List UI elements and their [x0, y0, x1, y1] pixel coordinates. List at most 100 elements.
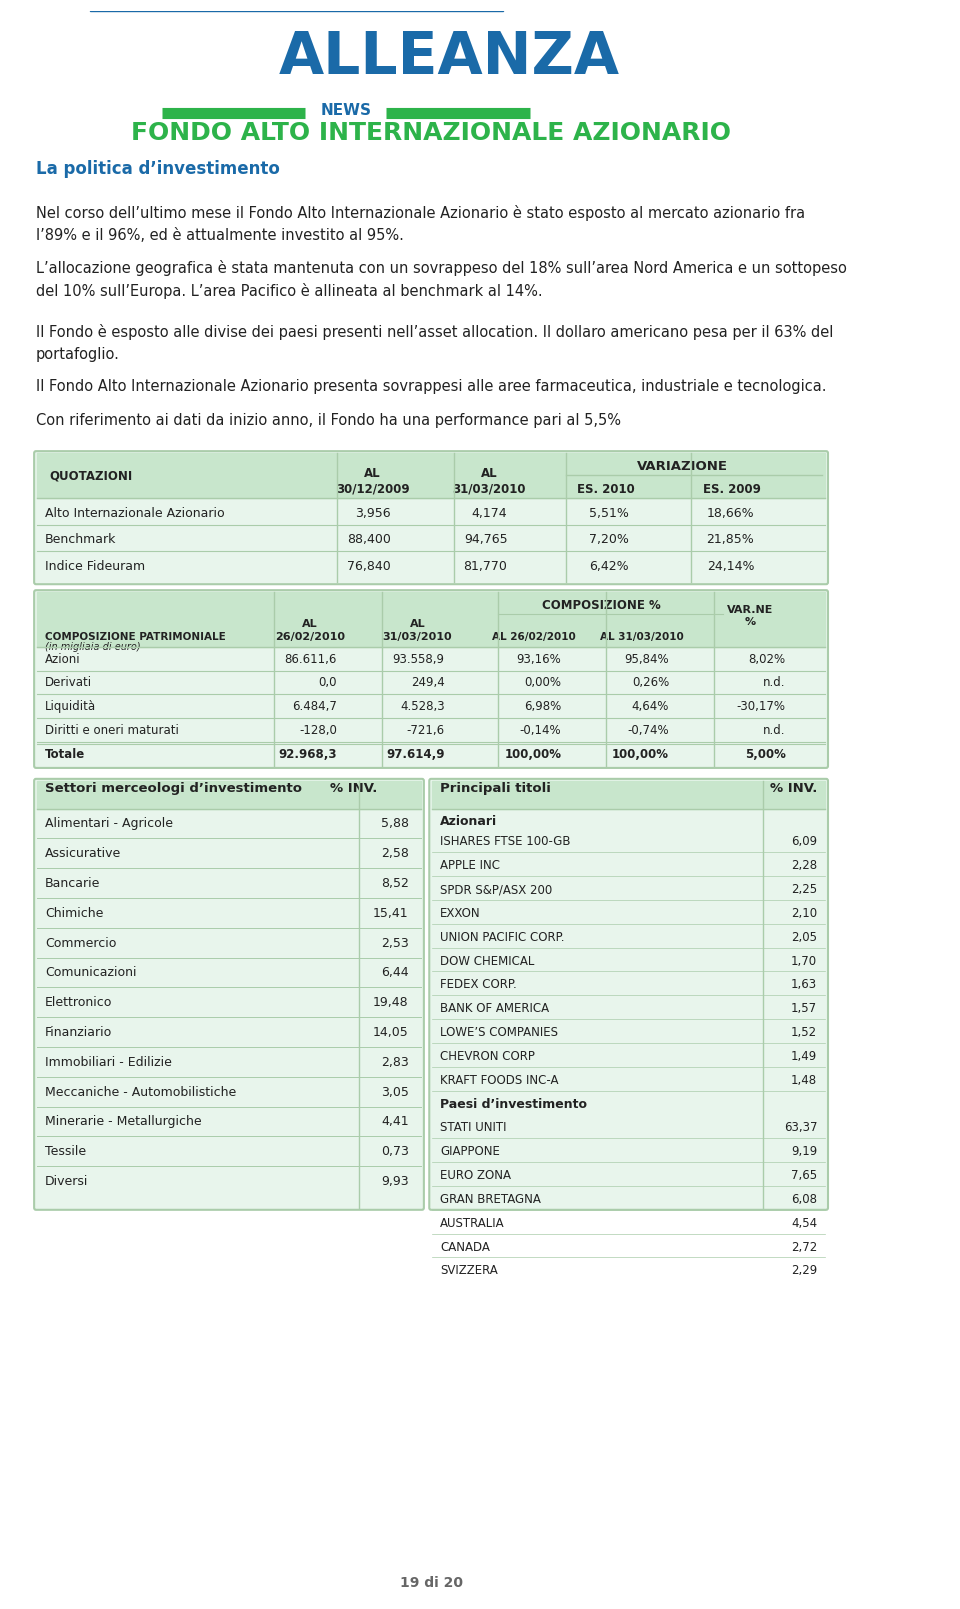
Text: 3,05: 3,05	[381, 1086, 409, 1099]
Text: 0,26%: 0,26%	[632, 676, 669, 690]
Text: FEDEX CORP.: FEDEX CORP.	[440, 978, 516, 991]
Text: AL
30/12/2009: AL 30/12/2009	[336, 467, 410, 496]
Text: Derivati: Derivati	[45, 676, 92, 690]
Text: Elettronico: Elettronico	[45, 996, 112, 1009]
Text: Tessile: Tessile	[45, 1146, 86, 1158]
Text: UNION PACIFIC CORP.: UNION PACIFIC CORP.	[440, 930, 564, 944]
Text: Diritti e oneri maturati: Diritti e oneri maturati	[45, 724, 179, 737]
Text: Meccaniche - Automobilistiche: Meccaniche - Automobilistiche	[45, 1086, 236, 1099]
Text: L’allocazione geografica è stata mantenuta con un sovrappeso del 18% sull’area N: L’allocazione geografica è stata mantenu…	[36, 259, 847, 299]
Text: Bancarie: Bancarie	[45, 877, 100, 890]
Text: ES. 2010: ES. 2010	[577, 483, 636, 496]
Text: Minerarie - Metallurgiche: Minerarie - Metallurgiche	[45, 1115, 202, 1128]
Text: Settori merceologi d’investimento: Settori merceologi d’investimento	[45, 782, 301, 795]
Text: La politica d’investimento: La politica d’investimento	[36, 159, 279, 179]
Text: 3,956: 3,956	[355, 507, 391, 520]
Text: 7,20%: 7,20%	[588, 534, 629, 547]
Text: 2,25: 2,25	[791, 883, 817, 896]
Text: 9,93: 9,93	[381, 1175, 409, 1187]
Text: 81,770: 81,770	[464, 560, 508, 573]
Text: 100,00%: 100,00%	[504, 748, 562, 761]
Text: 4,41: 4,41	[381, 1115, 409, 1128]
Text: FONDI: FONDI	[94, 16, 352, 85]
Text: 93,16%: 93,16%	[516, 653, 562, 666]
Text: 24,14%: 24,14%	[707, 560, 755, 573]
Text: 4,64%: 4,64%	[632, 700, 669, 713]
Text: % INV.: % INV.	[770, 782, 817, 795]
FancyBboxPatch shape	[35, 591, 828, 767]
Text: AUSTRALIA: AUSTRALIA	[440, 1216, 505, 1229]
Text: 6,42%: 6,42%	[589, 560, 629, 573]
Text: 2,83: 2,83	[381, 1056, 409, 1068]
Text: 2,53: 2,53	[381, 936, 409, 949]
Text: DOW CHEMICAL: DOW CHEMICAL	[440, 954, 535, 967]
Text: ALLEANZA: ALLEANZA	[278, 29, 619, 85]
Text: 18,66%: 18,66%	[707, 507, 755, 520]
Text: Commercio: Commercio	[45, 936, 116, 949]
Text: Totale: Totale	[45, 748, 85, 761]
Text: -721,6: -721,6	[406, 724, 444, 737]
Text: EXXON: EXXON	[440, 907, 481, 920]
Text: 5,51%: 5,51%	[588, 507, 629, 520]
Text: QUOTAZIONI: QUOTAZIONI	[49, 470, 132, 483]
Text: 7,65: 7,65	[791, 1170, 817, 1183]
Text: -0,14%: -0,14%	[519, 724, 562, 737]
Text: 8,02%: 8,02%	[749, 653, 786, 666]
Text: Alto Internazionale Azionario: Alto Internazionale Azionario	[45, 507, 225, 520]
Text: Nel corso dell’ultimo mese il Fondo Alto Internazionale Azionario è stato espost: Nel corso dell’ultimo mese il Fondo Alto…	[36, 204, 805, 243]
Text: 19 di 20: 19 di 20	[399, 1577, 463, 1590]
Text: STATI UNITI: STATI UNITI	[440, 1121, 507, 1134]
Text: Diversi: Diversi	[45, 1175, 88, 1187]
Text: 2,72: 2,72	[791, 1241, 817, 1253]
Text: -0,74%: -0,74%	[628, 724, 669, 737]
Text: Alimentari - Agricole: Alimentari - Agricole	[45, 817, 173, 830]
Text: Finanziario: Finanziario	[45, 1027, 112, 1039]
Text: 9,19: 9,19	[791, 1146, 817, 1158]
Text: 6,09: 6,09	[791, 835, 817, 848]
Text: 2,29: 2,29	[791, 1265, 817, 1278]
Text: KRAFT FOODS INC-A: KRAFT FOODS INC-A	[440, 1073, 559, 1086]
Text: 0,73: 0,73	[381, 1146, 409, 1158]
Text: VAR.NE
%: VAR.NE %	[727, 605, 773, 628]
Text: 88,400: 88,400	[347, 534, 391, 547]
Text: ES. 2009: ES. 2009	[703, 483, 761, 496]
Text: Il Fondo è esposto alle divise dei paesi presenti nell’asset allocation. Il doll: Il Fondo è esposto alle divise dei paesi…	[36, 323, 833, 362]
Text: AL 31/03/2010: AL 31/03/2010	[600, 632, 684, 642]
FancyBboxPatch shape	[35, 451, 828, 584]
Text: 21,85%: 21,85%	[707, 534, 755, 547]
Text: 5,00%: 5,00%	[745, 748, 786, 761]
Text: APPLE INC: APPLE INC	[440, 859, 500, 872]
Text: 76,840: 76,840	[347, 560, 391, 573]
Text: Azioni: Azioni	[45, 653, 81, 666]
Text: 93.558,9: 93.558,9	[393, 653, 444, 666]
Text: 1,57: 1,57	[791, 1002, 817, 1015]
Text: 6,08: 6,08	[791, 1192, 817, 1205]
Bar	[90, 0, 503, 11]
Text: 2,10: 2,10	[791, 907, 817, 920]
Text: 19,48: 19,48	[373, 996, 409, 1009]
Bar	[36, 454, 826, 497]
Text: 94,765: 94,765	[464, 534, 508, 547]
Text: 4.528,3: 4.528,3	[400, 700, 444, 713]
Text: 95,84%: 95,84%	[624, 653, 669, 666]
Text: Chimiche: Chimiche	[45, 907, 104, 920]
Text: 15,41: 15,41	[373, 907, 409, 920]
Text: Azionari: Azionari	[440, 816, 497, 829]
Text: LOWE’S COMPANIES: LOWE’S COMPANIES	[440, 1027, 558, 1039]
Text: n.d.: n.d.	[763, 676, 786, 690]
Text: 4,174: 4,174	[471, 507, 508, 520]
Text: 1,70: 1,70	[791, 954, 817, 967]
Text: 5,88: 5,88	[380, 817, 409, 830]
Text: 6,44: 6,44	[381, 967, 409, 980]
Text: NEWS: NEWS	[321, 103, 372, 119]
Text: Comunicazioni: Comunicazioni	[45, 967, 136, 980]
Text: Benchmark: Benchmark	[45, 534, 116, 547]
Text: 2,05: 2,05	[791, 930, 817, 944]
Text: CANADA: CANADA	[440, 1241, 490, 1253]
Text: Assicurative: Assicurative	[45, 848, 121, 861]
Text: 2,28: 2,28	[791, 859, 817, 872]
Text: Indice Fideuram: Indice Fideuram	[45, 560, 145, 573]
Text: 100,00%: 100,00%	[612, 748, 669, 761]
Text: -128,0: -128,0	[299, 724, 337, 737]
Text: 92.968,3: 92.968,3	[278, 748, 337, 761]
